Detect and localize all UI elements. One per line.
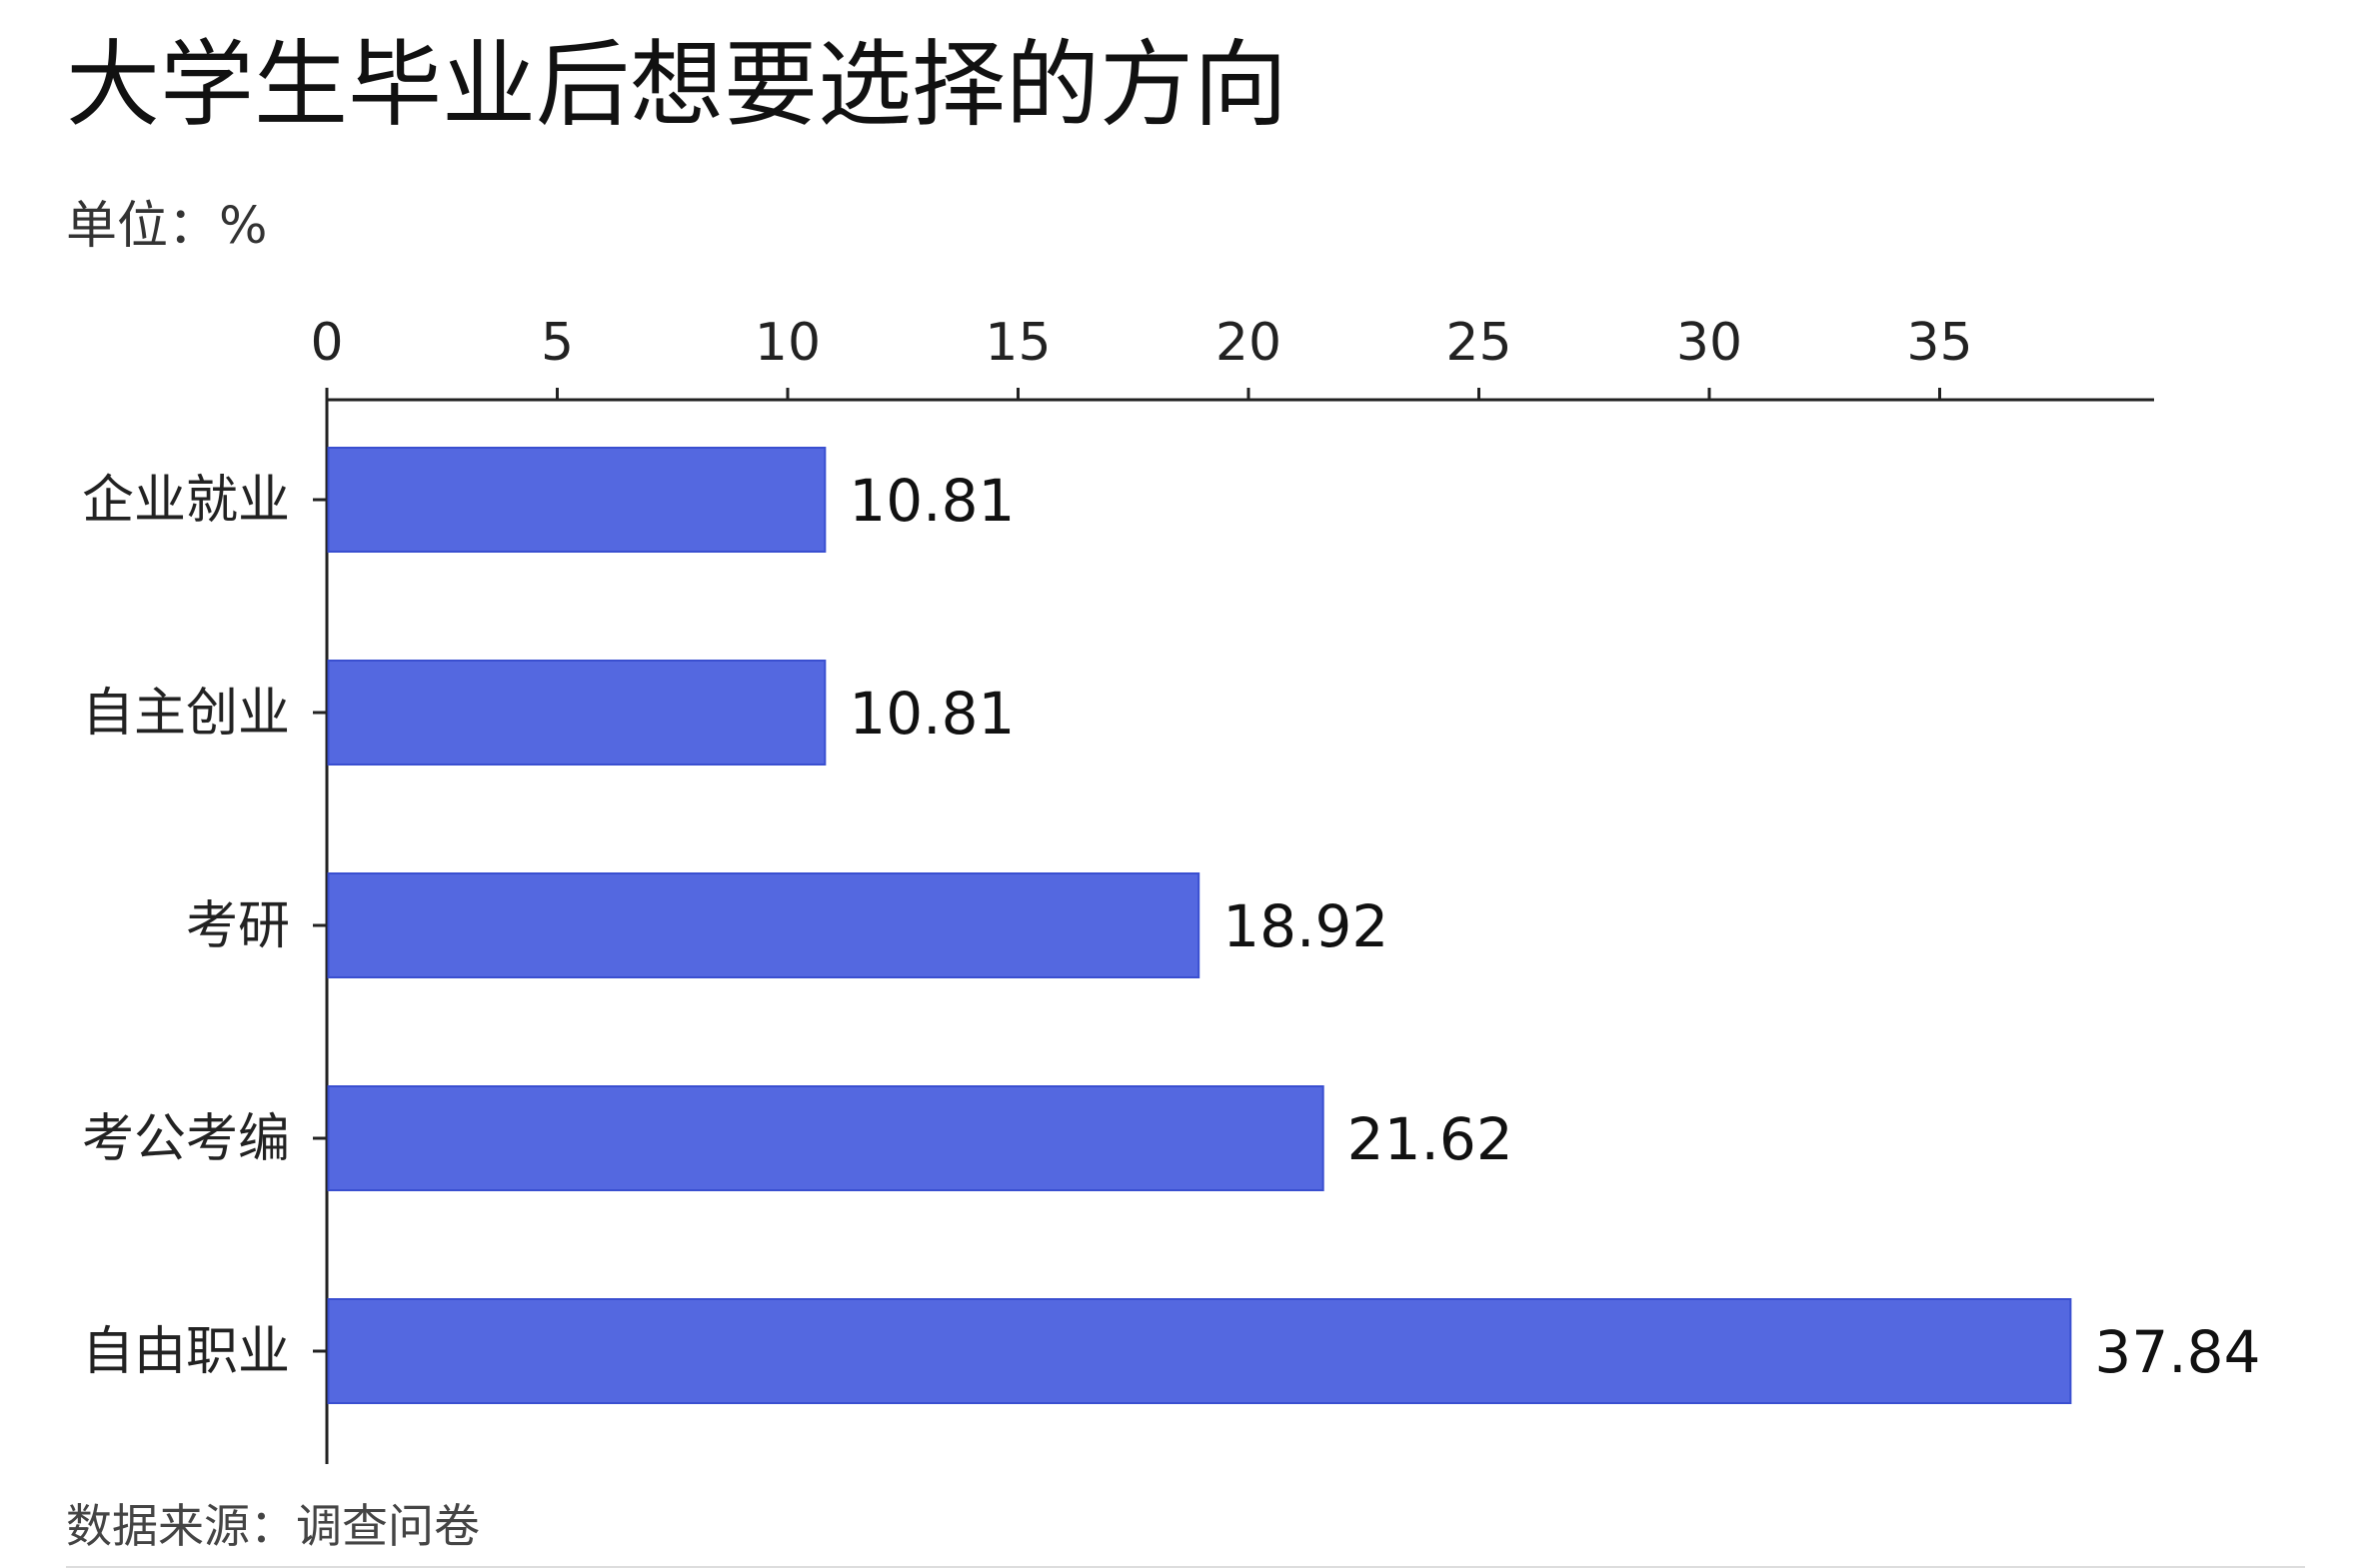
x-tick-label-5: 5 — [541, 313, 574, 373]
category-label-3: 考公考编 — [82, 1109, 290, 1169]
source-label: 数据来源：调查问卷 — [66, 1499, 480, 1553]
bar-4 — [327, 1298, 2072, 1404]
value-label-0: 10.81 — [849, 467, 1015, 535]
x-tick-label-20: 20 — [1215, 313, 1281, 373]
x-tick-label-35: 35 — [1906, 313, 1972, 373]
value-label-1: 10.81 — [849, 680, 1015, 748]
unit-label: 单位：% — [66, 197, 268, 256]
category-label-1: 自主创业 — [82, 684, 290, 744]
category-label-4: 自由职业 — [82, 1322, 290, 1382]
x-tick-label-10: 10 — [755, 313, 821, 373]
bar-3 — [327, 1085, 1324, 1191]
chart-title: 大学生毕业后想要选择的方向 — [66, 31, 1288, 140]
x-tick-label-25: 25 — [1445, 313, 1511, 373]
x-tick-label-15: 15 — [985, 313, 1051, 373]
category-label-0: 企业就业 — [82, 471, 290, 531]
bar-0 — [327, 447, 827, 553]
value-label-4: 37.84 — [2094, 1318, 2260, 1386]
category-label-2: 考研 — [186, 896, 290, 956]
value-label-2: 18.92 — [1222, 892, 1388, 960]
value-label-3: 21.62 — [1347, 1105, 1513, 1173]
bar-1 — [327, 660, 827, 766]
x-tick-label-0: 0 — [310, 313, 343, 373]
x-tick-label-30: 30 — [1676, 313, 1742, 373]
bar-2 — [327, 872, 1200, 978]
